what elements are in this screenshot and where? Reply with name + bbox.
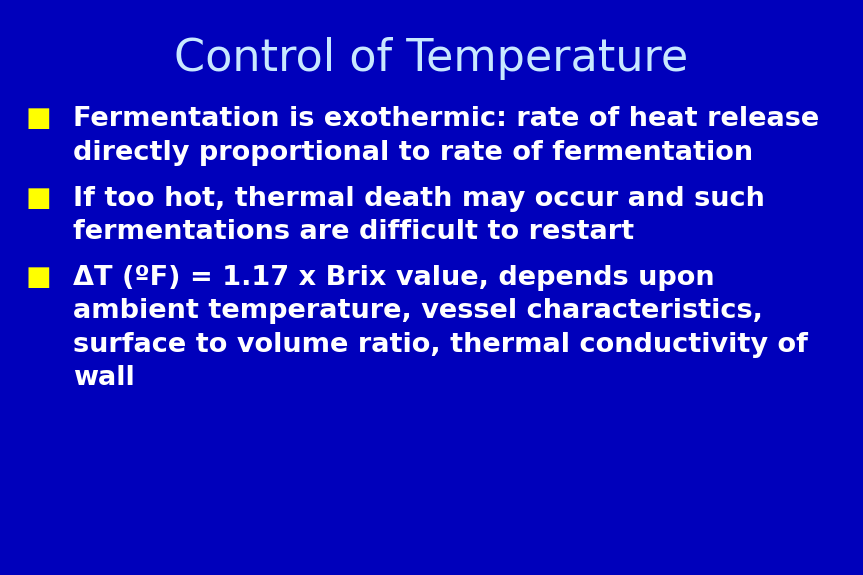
Text: surface to volume ratio, thermal conductivity of: surface to volume ratio, thermal conduct…: [73, 332, 809, 358]
Text: If too hot, thermal death may occur and such: If too hot, thermal death may occur and …: [73, 186, 765, 212]
Text: ■: ■: [26, 265, 52, 291]
Text: Fermentation is exothermic: rate of heat release: Fermentation is exothermic: rate of heat…: [73, 106, 820, 132]
Text: ambient temperature, vessel characteristics,: ambient temperature, vessel characterist…: [73, 298, 763, 324]
Text: Control of Temperature: Control of Temperature: [174, 37, 689, 80]
Text: fermentations are difficult to restart: fermentations are difficult to restart: [73, 219, 634, 245]
Text: ■: ■: [26, 106, 52, 132]
Text: directly proportional to rate of fermentation: directly proportional to rate of ferment…: [73, 140, 753, 166]
Text: wall: wall: [73, 365, 135, 391]
Text: ΔT (ºF) = 1.17 x Brix value, depends upon: ΔT (ºF) = 1.17 x Brix value, depends upo…: [73, 265, 715, 291]
Text: ■: ■: [26, 186, 52, 212]
